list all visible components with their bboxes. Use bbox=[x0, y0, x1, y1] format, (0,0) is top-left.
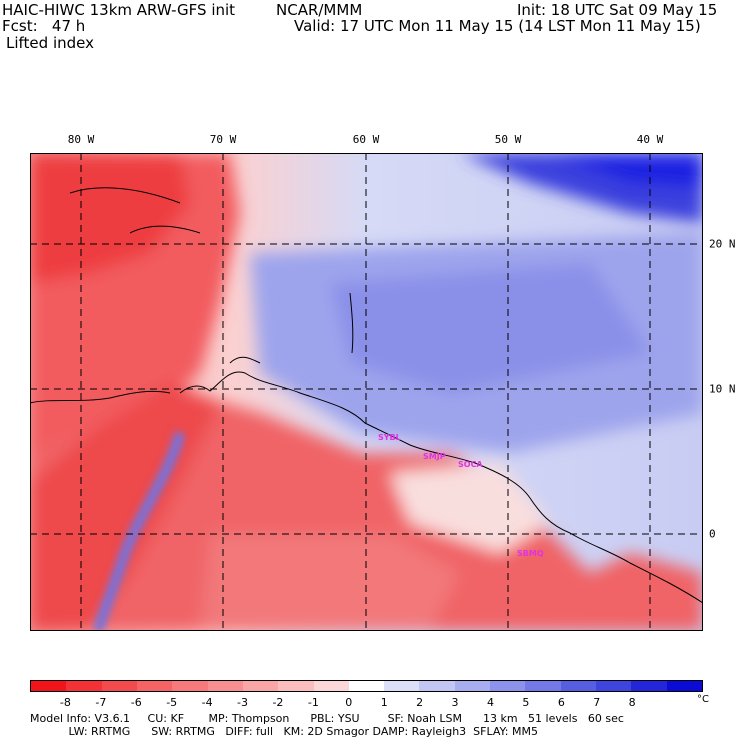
colorbar-segment bbox=[207, 681, 243, 691]
lon-tick-40w: 40 W bbox=[636, 133, 664, 146]
org-label: NCAR/MMM bbox=[276, 1, 363, 19]
colorbar-segment bbox=[596, 681, 632, 691]
init-time: Init: 18 UTC Sat 09 May 15 bbox=[517, 1, 718, 19]
colorbar-segment bbox=[172, 681, 208, 691]
colorbar-tick-label: 7 bbox=[593, 696, 601, 709]
lon-tick-60w: 60 W bbox=[352, 133, 380, 146]
lat-tick-20n: 20 N bbox=[709, 237, 736, 251]
colorbar-segment bbox=[313, 681, 349, 691]
colorbar-segment bbox=[31, 681, 67, 691]
colorbar-tick-label: 6 bbox=[557, 696, 565, 709]
lat-tick-0: 0 bbox=[709, 527, 716, 541]
colorbar-segment bbox=[101, 681, 137, 691]
map-frame bbox=[30, 153, 703, 631]
colorbar-tick-label: 1 bbox=[380, 696, 388, 709]
colorbar-tick-label: -6 bbox=[130, 696, 142, 709]
lon-tick-70w: 70 W bbox=[209, 133, 237, 146]
model-info-line1: Model Info: V3.6.1 CU: KF MP: Thompson P… bbox=[30, 712, 624, 725]
colorbar-tick-label: 3 bbox=[451, 696, 459, 709]
shading-layer bbox=[30, 153, 703, 631]
forecast-hour: Fcst: 47 h bbox=[2, 17, 86, 35]
colorbar-tick-label: -4 bbox=[201, 696, 213, 709]
colorbar-tick-label: -5 bbox=[166, 696, 178, 709]
colorbar-segment bbox=[490, 681, 526, 691]
colorbar-segment bbox=[278, 681, 314, 691]
colorbar-segment bbox=[454, 681, 491, 691]
colorbar-tick-label: -8 bbox=[59, 696, 71, 709]
colorbar-segment bbox=[136, 681, 173, 691]
colorbar-tick-label: 5 bbox=[522, 696, 530, 709]
colorbar-segment bbox=[242, 681, 279, 691]
map-canvas bbox=[30, 153, 703, 631]
colorbar-tick-label: -3 bbox=[237, 696, 248, 709]
valid-time: Valid: 17 UTC Mon 11 May 15 (14 LST Mon … bbox=[294, 17, 701, 35]
lon-tick-50w: 50 W bbox=[494, 133, 522, 146]
colorbar-unit: °C bbox=[697, 694, 709, 705]
colorbar bbox=[30, 680, 703, 692]
colorbar-segment bbox=[525, 681, 561, 691]
field-name: Lifted index bbox=[6, 34, 94, 52]
colorbar-segment bbox=[66, 681, 102, 691]
colorbar-tick-label: -7 bbox=[95, 696, 107, 709]
colorbar-tick-label: -2 bbox=[272, 696, 284, 709]
colorbar-segment bbox=[348, 681, 385, 691]
city-label-soca: SOCA bbox=[458, 460, 483, 469]
colorbar-tick-label: 2 bbox=[416, 696, 424, 709]
model-title: HAIC-HIWC 13km ARW-GFS init bbox=[2, 1, 236, 19]
city-label-sbmq: SBMQ bbox=[517, 549, 544, 558]
city-label-sybl: SYBL bbox=[378, 433, 401, 442]
lon-tick-80w: 80 W bbox=[67, 133, 95, 146]
colorbar-tick-label: -1 bbox=[307, 696, 319, 709]
coastlines bbox=[30, 187, 703, 604]
colorbar-segment bbox=[384, 681, 420, 691]
andes-ridge bbox=[93, 431, 185, 631]
colorbar-tick-label: 4 bbox=[486, 696, 494, 709]
colorbar-segment bbox=[631, 681, 667, 691]
lat-tick-10n: 10 N bbox=[709, 382, 736, 396]
colorbar-segment bbox=[419, 681, 455, 691]
colorbar-tick-label: 0 bbox=[345, 696, 353, 709]
graticule bbox=[30, 153, 703, 631]
colorbar-segment bbox=[666, 681, 702, 691]
model-info-line2: LW: RRTMG SW: RRTMG DIFF: full KM: 2D Sm… bbox=[30, 725, 538, 738]
city-label-smjp: SMJP bbox=[423, 452, 446, 461]
colorbar-tick-label: 8 bbox=[628, 696, 636, 709]
lifted-index-map: SYBL SMJP SOCA SBMQ bbox=[30, 153, 703, 631]
colorbar-segment bbox=[560, 681, 596, 691]
